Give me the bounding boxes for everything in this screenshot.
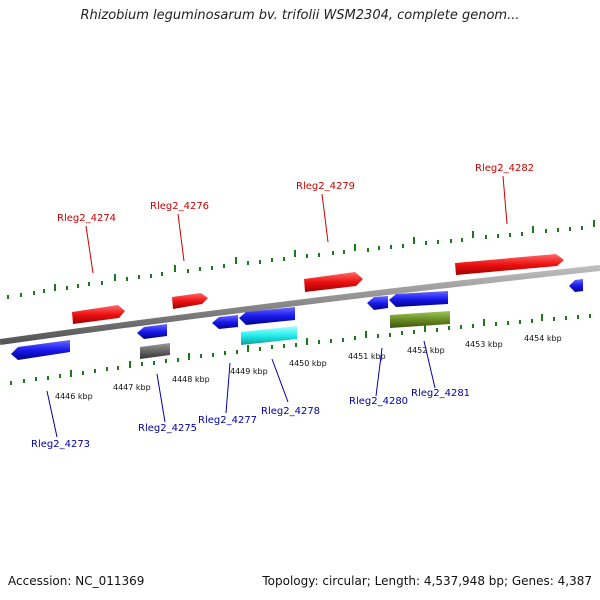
scale-label-4451: 4451 kbp [348,352,386,361]
gene-rleg2-4277[interactable] [212,315,238,329]
scale-label-4448: 4448 kbp [172,375,210,384]
scale-label-4449: 4449 kbp [230,367,268,376]
scale-label-4450: 4450 kbp [289,359,327,368]
gene-rleg2-4274[interactable] [72,305,125,324]
forward-genes [72,254,564,324]
label-rleg2-4280[interactable]: Rleg2_4280 [349,396,408,407]
scale-label-4453: 4453 kbp [465,340,503,349]
gene-rleg2-4281[interactable] [390,311,450,328]
gene-rleg2-4276[interactable] [172,293,208,309]
scale-label-4454: 4454 kbp [524,334,562,343]
gene-rleg2-4278-blue[interactable] [239,307,295,325]
forward-leader-lines [85,175,508,274]
label-rleg2-4273[interactable]: Rleg2_4273 [31,439,90,450]
reverse-tick-row [10,314,591,385]
label-rleg2-4279[interactable]: Rleg2_4279 [296,181,355,192]
gene-rleg2-4275-gray[interactable] [140,343,170,359]
gene-rleg2-4275[interactable] [137,324,167,339]
scale-labels: 4446 kbp 4447 kbp 4448 kbp 4449 kbp 4450… [55,334,562,401]
reverse-leader-lines [46,340,436,438]
forward-gene-labels: Rleg2_4274 Rleg2_4276 Rleg2_4279 Rleg2_4… [57,163,534,224]
gene-rleg2-4273[interactable] [11,340,70,360]
genome-title: Rhizobium leguminosarum bv. trifolii WSM… [80,8,520,23]
scale-label-4446: 4446 kbp [55,392,93,401]
accession-text: Accession: NC_011369 [8,574,145,588]
genome-summary-text: Topology: circular; Length: 4,537,948 bp… [262,574,592,588]
label-rleg2-4281[interactable]: Rleg2_4281 [411,388,470,399]
gene-rleg2-4280[interactable] [367,296,388,310]
label-rleg2-4277[interactable]: Rleg2_4277 [198,415,257,426]
label-rleg2-4275[interactable]: Rleg2_4275 [138,423,197,434]
label-rleg2-4282[interactable]: Rleg2_4282 [475,163,534,174]
gene-rleg2-4280-b[interactable] [389,291,448,307]
genome-backbone [0,265,600,345]
gene-partial-right[interactable] [569,279,583,292]
label-rleg2-4278[interactable]: Rleg2_4278 [261,406,320,417]
gene-rleg2-4282[interactable] [455,254,564,275]
label-rleg2-4274[interactable]: Rleg2_4274 [57,213,116,224]
scale-label-4447: 4447 kbp [113,383,151,392]
label-rleg2-4276[interactable]: Rleg2_4276 [150,201,209,212]
gene-rleg2-4279[interactable] [304,272,363,292]
forward-tick-row [7,220,595,299]
reverse-genes [11,279,583,360]
reverse-gene-labels: Rleg2_4273 Rleg2_4275 Rleg2_4277 Rleg2_4… [31,388,470,450]
gene-rleg2-4278[interactable] [241,326,297,345]
